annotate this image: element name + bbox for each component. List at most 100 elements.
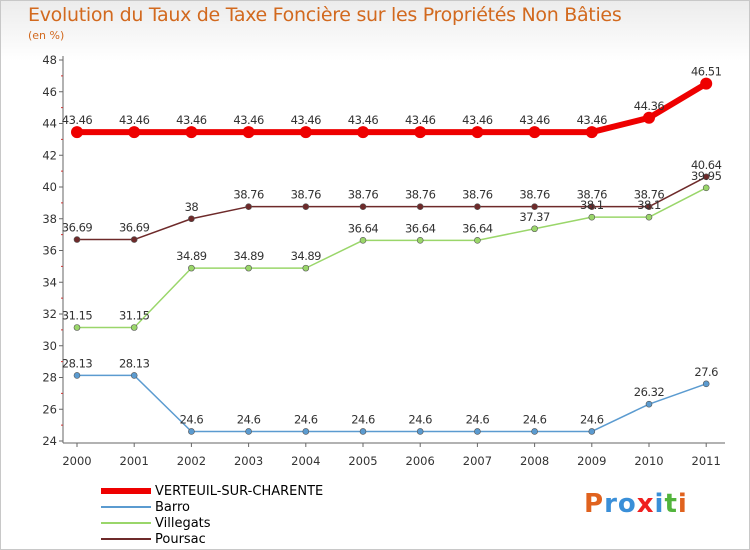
data-point bbox=[359, 428, 367, 435]
y-tick-label: 34 bbox=[42, 275, 57, 289]
y-tick-label: 28 bbox=[42, 371, 57, 385]
data-label: 38.76 bbox=[405, 188, 436, 202]
x-tick-label: 2009 bbox=[577, 454, 606, 468]
data-point bbox=[700, 77, 713, 90]
data-label: 36.64 bbox=[405, 221, 436, 235]
data-point bbox=[302, 203, 310, 210]
data-label: 24.6 bbox=[466, 412, 490, 426]
data-point bbox=[702, 380, 710, 388]
logo-letter: o bbox=[617, 489, 637, 519]
data-point bbox=[416, 428, 424, 435]
y-tick-label: 32 bbox=[42, 307, 57, 321]
data-point bbox=[242, 126, 255, 139]
data-point bbox=[130, 372, 138, 379]
y-tick-label: 38 bbox=[42, 212, 57, 226]
data-label: 38.76 bbox=[291, 188, 322, 202]
data-point bbox=[302, 428, 310, 435]
logo-letter: r bbox=[604, 489, 618, 519]
series-line bbox=[76, 176, 707, 241]
data-point bbox=[702, 173, 710, 181]
data-label: 28.13 bbox=[119, 356, 150, 370]
data-label: 36.64 bbox=[462, 221, 493, 235]
data-point bbox=[471, 126, 484, 139]
series-line bbox=[74, 80, 710, 136]
data-point bbox=[531, 225, 538, 233]
logo-letter: i bbox=[654, 489, 665, 519]
data-point bbox=[245, 264, 252, 272]
data-point bbox=[416, 237, 424, 244]
data-point bbox=[359, 237, 367, 244]
data-label: 38.76 bbox=[634, 188, 665, 202]
x-tick-label: 2003 bbox=[234, 454, 263, 468]
data-label: 34.89 bbox=[233, 249, 264, 263]
data-label: 43.46 bbox=[62, 113, 93, 127]
logo-letter: t bbox=[664, 489, 678, 519]
y-tick-label: 42 bbox=[42, 148, 57, 162]
data-label: 43.46 bbox=[348, 113, 379, 127]
y-tick-label: 46 bbox=[42, 85, 57, 99]
data-point bbox=[528, 126, 541, 139]
data-label: 24.6 bbox=[523, 412, 547, 426]
x-tick-label: 2002 bbox=[177, 454, 206, 468]
y-tick-label: 24 bbox=[42, 434, 57, 448]
y-tick-label: 26 bbox=[42, 402, 57, 416]
data-point bbox=[359, 203, 367, 210]
logo-letter: x bbox=[636, 489, 655, 519]
data-label: 26.32 bbox=[634, 385, 665, 399]
data-label: 46.51 bbox=[691, 65, 722, 79]
data-label: 36.69 bbox=[62, 221, 93, 235]
data-point bbox=[245, 203, 252, 210]
x-tick-label: 2004 bbox=[291, 454, 320, 468]
proxiti-logo: Proxiti bbox=[584, 489, 688, 519]
data-label: 38 bbox=[185, 200, 199, 214]
x-tick-label: 2000 bbox=[62, 454, 91, 468]
data-label: 36.69 bbox=[119, 221, 150, 235]
data-point bbox=[73, 324, 81, 331]
data-label: 31.15 bbox=[119, 308, 150, 322]
legend-swatch bbox=[101, 522, 151, 524]
x-tick-label: 2010 bbox=[634, 454, 663, 468]
logo-letter: i bbox=[677, 489, 688, 519]
data-label: 34.89 bbox=[291, 249, 322, 263]
data-point bbox=[357, 126, 369, 139]
legend-label: VERTEUIL-SUR-CHARENTE bbox=[155, 484, 324, 499]
x-tick-label: 2008 bbox=[520, 454, 549, 468]
data-point bbox=[188, 215, 195, 223]
legend-swatch bbox=[101, 488, 151, 494]
data-point bbox=[71, 126, 83, 139]
logo-letter: P bbox=[584, 489, 605, 519]
chart-title: Evolution du Taux de Taxe Foncière sur l… bbox=[28, 4, 622, 26]
data-label: 43.46 bbox=[291, 113, 322, 127]
data-point bbox=[414, 126, 427, 139]
data-label: 39.95 bbox=[691, 169, 722, 183]
data-point bbox=[416, 203, 424, 210]
x-tick-label: 2006 bbox=[406, 454, 435, 468]
data-point bbox=[588, 428, 596, 435]
y-tick-label: 30 bbox=[42, 339, 57, 353]
data-label: 27.6 bbox=[694, 365, 718, 379]
data-label: 38.76 bbox=[577, 188, 608, 202]
data-label: 43.46 bbox=[119, 113, 150, 127]
data-point bbox=[73, 372, 81, 379]
data-label: 43.46 bbox=[519, 113, 550, 127]
data-point bbox=[188, 264, 195, 272]
data-label: 24.6 bbox=[237, 412, 261, 426]
y-tick-label: 36 bbox=[42, 244, 57, 258]
series-line bbox=[76, 187, 707, 329]
y-tick-label: 44 bbox=[42, 117, 57, 131]
data-label: 24.6 bbox=[408, 412, 432, 426]
data-point bbox=[585, 126, 598, 139]
data-point bbox=[474, 428, 481, 435]
x-tick-label: 2007 bbox=[463, 454, 492, 468]
data-point bbox=[643, 111, 655, 124]
y-tick-label: 40 bbox=[42, 180, 57, 194]
data-point bbox=[588, 203, 596, 210]
legend-label: Barro bbox=[155, 500, 191, 515]
data-point bbox=[645, 203, 653, 210]
data-label: 43.46 bbox=[462, 113, 493, 127]
data-label: 28.13 bbox=[62, 356, 93, 370]
data-point bbox=[188, 428, 195, 435]
data-label: 44.36 bbox=[634, 99, 665, 113]
